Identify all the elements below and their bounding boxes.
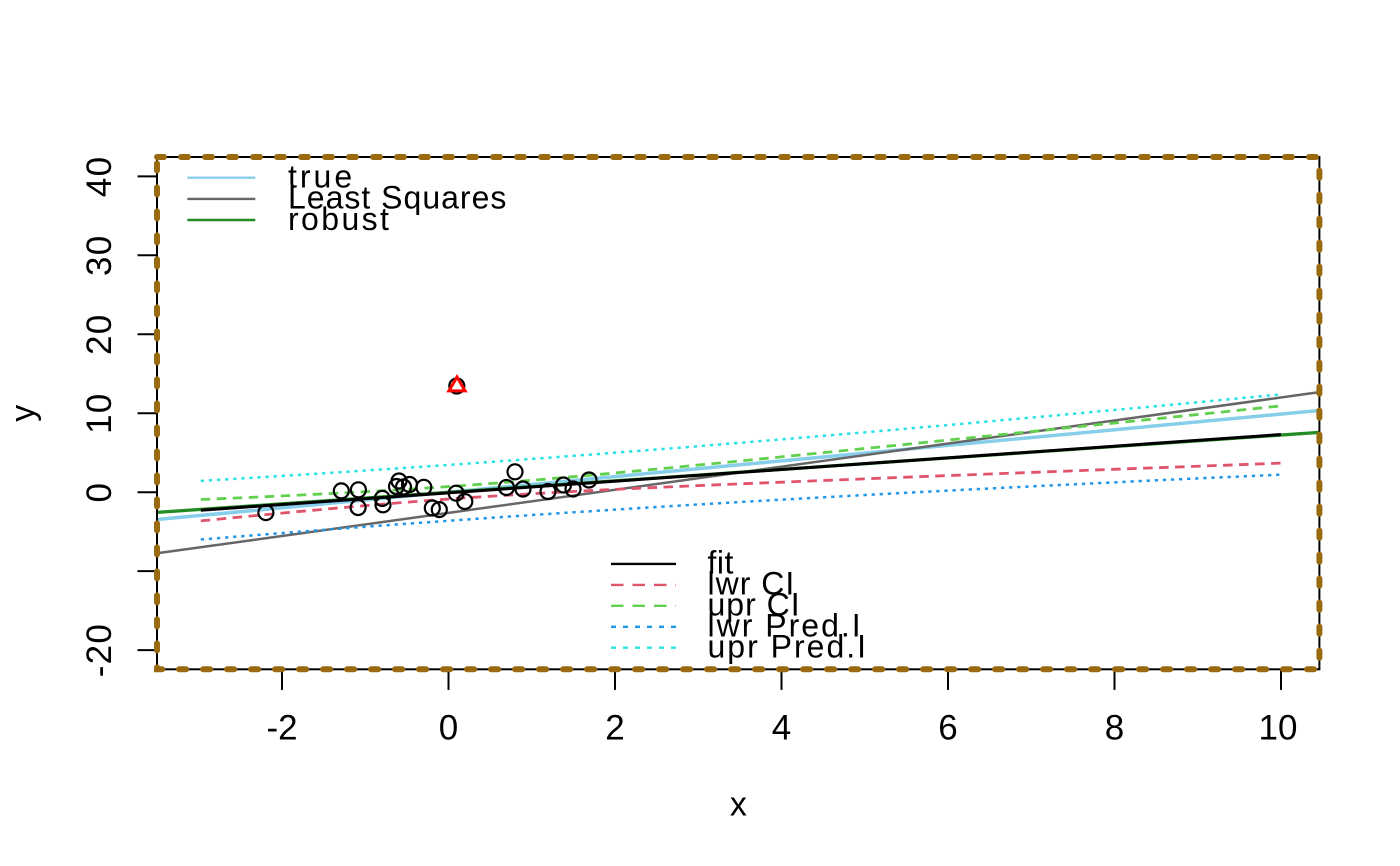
svg-text:x: x	[730, 786, 747, 824]
svg-text:-20: -20	[80, 623, 119, 677]
svg-text:10: 10	[80, 393, 119, 434]
svg-text:upr CI: upr CI	[708, 587, 801, 623]
svg-text:8: 8	[1105, 708, 1124, 747]
svg-text:y: y	[4, 405, 42, 422]
svg-text:-2: -2	[266, 708, 297, 747]
svg-text:4: 4	[772, 708, 791, 747]
svg-text:0: 0	[439, 708, 458, 747]
svg-text:40: 40	[80, 156, 119, 197]
svg-text:robust: robust	[288, 201, 391, 237]
svg-text:lwr Pred.I: lwr Pred.I	[708, 608, 863, 644]
svg-text:Least Squares: Least Squares	[288, 180, 507, 216]
svg-text:20: 20	[80, 314, 119, 355]
svg-text:0: 0	[80, 482, 119, 503]
svg-text:6: 6	[938, 708, 957, 747]
svg-text:2: 2	[605, 708, 624, 747]
svg-text:fit: fit	[708, 545, 734, 581]
svg-text:30: 30	[80, 235, 119, 276]
svg-text:upr Pred.I: upr Pred.I	[708, 629, 869, 665]
svg-text:10: 10	[1259, 708, 1298, 747]
svg-text:lwr CI: lwr CI	[708, 566, 796, 602]
svg-text:true: true	[288, 159, 355, 195]
